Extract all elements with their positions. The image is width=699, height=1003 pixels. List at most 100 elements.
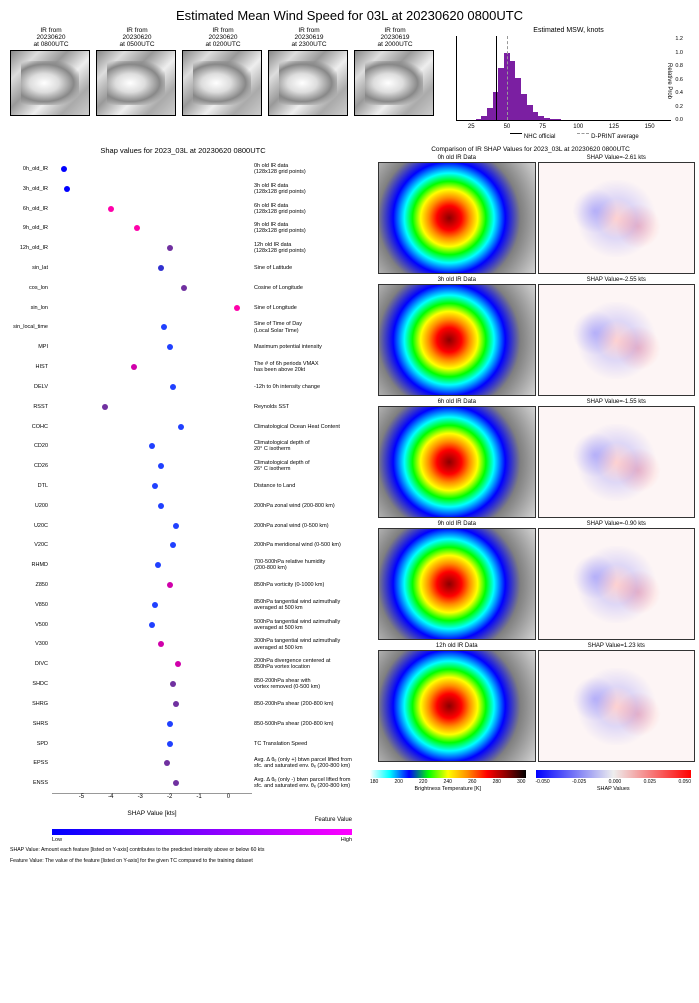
shap-row: CD20 Climatological depth of20° C isothe… xyxy=(52,436,252,456)
hist-ytick: 1.0 xyxy=(675,50,683,56)
shap-xtick: -2 xyxy=(167,794,172,800)
histogram: Estimated MSW, knots Relative Prob 25507… xyxy=(448,27,689,140)
shap-row: V300 300hPa tangential wind azimuthallya… xyxy=(52,635,252,655)
shap-desc: The # of 6h periods VMAXhas been above 2… xyxy=(254,361,362,373)
shap-dot xyxy=(152,602,158,608)
hist-ylabel: Relative Prob xyxy=(666,63,672,99)
ir-pair: 12h old IR Data 1011121314-45-44-43-42-4… xyxy=(366,643,695,762)
shap-dot xyxy=(158,503,164,509)
shap-ylabel: DELV xyxy=(4,384,48,390)
shap-row: ENSS Avg. Δ θₑ (only -) btwn parcel lift… xyxy=(52,773,252,793)
page-title: Estimated Mean Wind Speed for 03L at 202… xyxy=(0,0,699,27)
shap-desc: 0h old IR data(128x128 grid points) xyxy=(254,163,362,175)
hist-xtick: 100 xyxy=(573,124,583,130)
shap-ylabel: sin_local_time xyxy=(4,324,48,330)
shap-row: 0h_old_IR 0h old IR data(128x128 grid po… xyxy=(52,159,252,179)
shap-desc: Maximum potential intensity xyxy=(254,344,362,350)
shap-dot xyxy=(170,681,176,687)
ir-pair: 6h old IR Data 1011121314-46-45-44-43-42… xyxy=(366,399,695,518)
bt-colorbar: 180200220240260280300 Brightness Tempera… xyxy=(366,770,530,792)
shap-desc: 850-500hPa shear (200-800 km) xyxy=(254,721,362,727)
shap-row: U20C 200hPa zonal wind (0-500 km) xyxy=(52,516,252,536)
shap-dot xyxy=(167,741,173,747)
shap-row: 6h_old_IR 6h old IR data(128x128 grid po… xyxy=(52,199,252,219)
shap-ylabel: 12h_old_IR xyxy=(4,245,48,251)
cbar-tick: 220 xyxy=(419,779,427,785)
shap-row: DELV -12h to 0h intensity change xyxy=(52,377,252,397)
ir-shap-image xyxy=(538,162,696,274)
ir-thumb: IR from20230620at 0500UTC xyxy=(96,27,178,140)
ir-panel-title: SHAP Value=-2.55 kts xyxy=(538,277,696,283)
ir-thumb: IR from20230620at 0800UTC xyxy=(10,27,92,140)
shap-row: SPD TC Translation Speed xyxy=(52,734,252,754)
shap-desc: 300hPa tangential wind azimuthallyaverag… xyxy=(254,638,362,650)
shap-title: Shap values for 2023_03L at 20230620 080… xyxy=(4,146,362,155)
shap-desc: 850-200hPa shear (200-800 km) xyxy=(254,701,362,707)
shap-dot xyxy=(149,443,155,449)
feature-value-title: Feature Value xyxy=(4,817,352,823)
shap-desc: Avg. Δ θₑ (only -) btwn parcel lifted fr… xyxy=(254,777,362,789)
shap-xtick: -3 xyxy=(138,794,143,800)
shap-desc: Avg. Δ θₑ (only +) btwn parcel lifted fr… xyxy=(254,757,362,769)
shap-row: 9h_old_IR 9h old IR data(128x128 grid po… xyxy=(52,219,252,239)
ir-shap-image xyxy=(538,650,696,762)
shap-dot xyxy=(64,186,70,192)
shap-ylabel: ENSS xyxy=(4,780,48,786)
ir-data-panel: 0h old IR Data 1011121314-47-46-45-44-43… xyxy=(378,155,536,274)
shap-dot xyxy=(175,661,181,667)
shap-dot xyxy=(102,404,108,410)
shap-dot xyxy=(167,245,173,251)
shap-dot xyxy=(134,225,140,231)
ir-shap-image xyxy=(538,406,696,518)
ir-shap-panel: SHAP Value=-2.61 kts xyxy=(538,155,696,274)
shap-desc: Climatological depth of26° C isotherm xyxy=(254,460,362,472)
shap-row: V850 850hPa tangential wind azimuthallya… xyxy=(52,595,252,615)
shap-xtick: 0 xyxy=(227,794,230,800)
shap-desc: Cosine of Longitude xyxy=(254,285,362,291)
shap-ylabel: CD26 xyxy=(4,463,48,469)
ir-thumb-title: IR from20230619at 2300UTC xyxy=(268,27,350,48)
ir-thumb: IR from20230620at 0200UTC xyxy=(182,27,264,140)
shap-ylabel: EPSS xyxy=(4,760,48,766)
shap-desc: Reynolds SST xyxy=(254,404,362,410)
shap-desc: 500hPa tangential wind azimuthallyaverag… xyxy=(254,619,362,631)
shap-ylabel: U200 xyxy=(4,503,48,509)
ir-pair: 0h old IR Data 1011121314-47-46-45-44-43… xyxy=(366,155,695,274)
shap-desc: Climatological Ocean Heat Content xyxy=(254,424,362,430)
shap-ylabel: DIVC xyxy=(4,661,48,667)
shap-row: SHRG 850-200hPa shear (200-800 km) xyxy=(52,694,252,714)
hist-title: Estimated MSW, knots xyxy=(448,27,689,34)
shap-row: MPI Maximum potential intensity xyxy=(52,337,252,357)
shap-dot xyxy=(181,285,187,291)
ir-pair: 3h old IR Data 1011121314-47-46-45-44-43… xyxy=(366,277,695,396)
shap-desc: Distance to Land xyxy=(254,483,362,489)
shap-desc: -12h to 0h intensity change xyxy=(254,384,362,390)
shap-xtick: -5 xyxy=(79,794,84,800)
shap-desc: Sine of Latitude xyxy=(254,265,362,271)
hist-xtick: 75 xyxy=(539,124,546,130)
shap-xtick: -4 xyxy=(108,794,113,800)
ir-thumb: IR from20230619at 2000UTC xyxy=(354,27,436,140)
shap-row: V20C 200hPa meridional wind (0-500 km) xyxy=(52,536,252,556)
shap-ylabel: SHDC xyxy=(4,681,48,687)
shap-desc: 3h old IR data(128x128 grid points) xyxy=(254,183,362,195)
cbar-tick: -0.025 xyxy=(572,779,586,785)
shap-dot xyxy=(173,701,179,707)
shap-row: DTL Distance to Land xyxy=(52,476,252,496)
shap-dot xyxy=(178,424,184,430)
hist-ytick: 0.0 xyxy=(675,117,683,123)
shap-column: Shap values for 2023_03L at 20230620 080… xyxy=(4,146,362,869)
shap-row: RHMD 700-500hPa relative humidity(200-80… xyxy=(52,555,252,575)
shap-ylabel: 0h_old_IR xyxy=(4,166,48,172)
shap-ylabel: HIST xyxy=(4,364,48,370)
cbar-tick: 240 xyxy=(444,779,452,785)
shap-ylabel: SHRS xyxy=(4,721,48,727)
cbar-tick: 300 xyxy=(517,779,525,785)
hist-xtick: 125 xyxy=(609,124,619,130)
hist-refline xyxy=(507,36,508,120)
bt-cbar-label: Brightness Temperature [K] xyxy=(366,786,530,792)
shap-desc: 200hPa meridional wind (0-500 km) xyxy=(254,542,362,548)
shap-ylabel: 9h_old_IR xyxy=(4,225,48,231)
ir-data-panel: 6h old IR Data 1011121314-46-45-44-43-42… xyxy=(378,399,536,518)
shap-ylabel: SHRG xyxy=(4,701,48,707)
